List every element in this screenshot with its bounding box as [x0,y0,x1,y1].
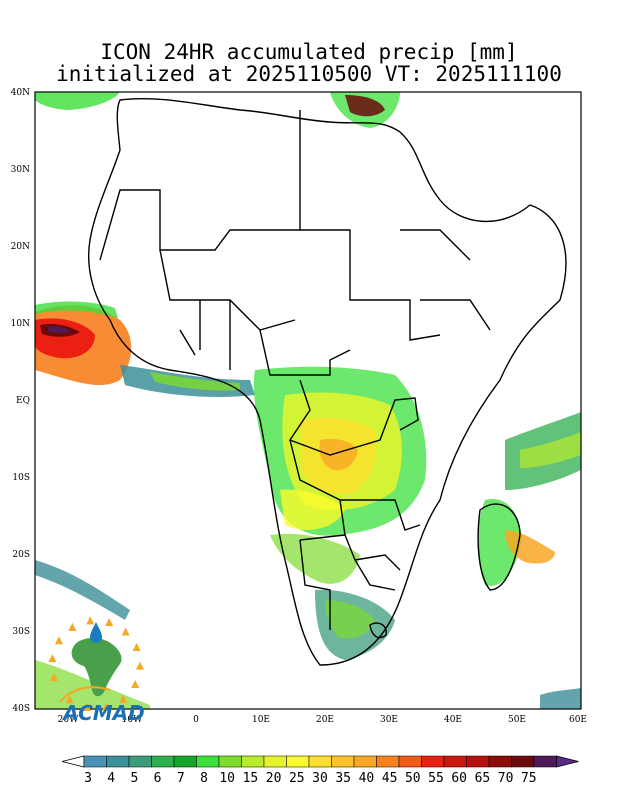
colorbar-swatch [353,755,377,768]
lat-labels: 40N 30N 20N 10N EQ 10S 20S 30S 40S [11,88,30,714]
colorbar-label: 5 [130,771,138,786]
sun-ray [48,654,57,663]
precip-field [35,92,581,709]
africa-silhouette [71,637,122,697]
lat-label-20s: 20S [12,550,30,560]
lat-label-30n: 30N [11,165,30,175]
lon-label-20w: 20W [58,715,79,725]
colorbar-swatch [488,755,512,768]
colorbar-label: 30 [312,771,328,786]
colorbar-swatch [421,755,445,768]
colorbar-label: 7 [177,771,185,786]
water-drop-icon [90,622,102,643]
colorbar-over-arrow [556,755,579,768]
lat-label-40n: 40N [11,88,30,98]
acmad-logo-text: ACMAD [61,701,145,725]
lat-label-eq: EQ [16,396,30,406]
sun-ray [119,694,128,703]
colorbar-swatch [466,755,490,768]
map-title-line2: initialized at 2025110500 VT: 2025111100 [56,62,562,86]
logo-swoosh [59,686,111,703]
sun-ray [105,618,114,627]
lon-label-30e: 30E [380,715,398,725]
colorbar-label: 25 [289,771,305,786]
colorbar-swatch [533,755,557,768]
lon-label-60e: 60E [569,715,587,725]
colorbar-swatch [376,755,400,768]
sun-ray [121,627,130,636]
colorbar-swatch [398,755,422,768]
lat-label-40s: 40S [12,704,30,714]
lat-label-20n: 20N [11,242,30,252]
lon-label-20e: 20E [316,715,334,725]
colorbar-swatch [218,755,242,768]
colorbar-label: 3 [84,771,92,786]
sun-ray [86,616,95,625]
sun-ray [135,661,144,670]
acmad-logo: ACMAD [48,616,145,725]
colorbar-label: 75 [521,771,537,786]
colorbar-label: 15 [243,771,259,786]
colorbar-under-arrow [61,755,85,768]
colorbar-label: 6 [154,771,162,786]
colorbar-label: 70 [498,771,514,786]
colorbar-label: 40 [359,771,375,786]
lon-label-10w: 10W [122,715,143,725]
lon-label-40e: 40E [444,715,462,725]
lat-label-10n: 10N [11,319,30,329]
colorbar-label: 55 [428,771,444,786]
colorbar-label: 45 [382,771,398,786]
colorbar-label: 4 [107,771,115,786]
lat-label-10s: 10S [12,473,30,483]
colorbar-swatch [173,755,197,768]
lon-labels: 20W 10W 0 10E 20E 30E 40E 50E 60E [58,715,587,725]
lat-label-30s: 30S [12,627,30,637]
colorbar-swatch [286,755,310,768]
sun-ray [82,703,91,712]
colorbar-label: 20 [266,771,282,786]
colorbar-swatch [196,755,220,768]
colorbar: 3 4 5 6 7 8 10 15 20 25 30 35 40 45 50 55 60 65 70 75 [61,755,579,786]
colorbar-swatch [308,755,332,768]
colorbar-label: 8 [200,771,208,786]
sun-rays [48,616,144,712]
colorbar-label: 60 [451,771,467,786]
lon-label-0: 0 [193,715,199,725]
colorbar-swatch [331,755,355,768]
map-title-line1: ICON 24HR accumulated precip [mm] [100,40,518,64]
colorbar-label: 50 [405,771,421,786]
coastlines [88,97,567,666]
colorbar-swatch [241,755,265,768]
colorbar-swatch [128,755,152,768]
sun-ray [131,680,140,689]
colorbar-label: 65 [475,771,491,786]
sun-ray [49,673,58,682]
colorbar-swatch [83,755,107,768]
lon-label-50e: 50E [508,715,526,725]
colorbar-swatch [263,755,287,768]
colorbar-swatch [151,755,175,768]
colorbar-label: 35 [335,771,351,786]
sun-ray [68,622,77,631]
colorbar-swatch [511,755,535,768]
lon-label-10e: 10E [252,715,270,725]
map-frame [34,91,582,710]
sun-ray [65,695,74,704]
sun-ray [101,702,110,711]
sun-ray [132,643,141,652]
colorbar-label: 10 [219,771,235,786]
colorbar-swatch [106,755,130,768]
colorbar-swatch [443,755,467,768]
sun-ray [54,636,63,645]
